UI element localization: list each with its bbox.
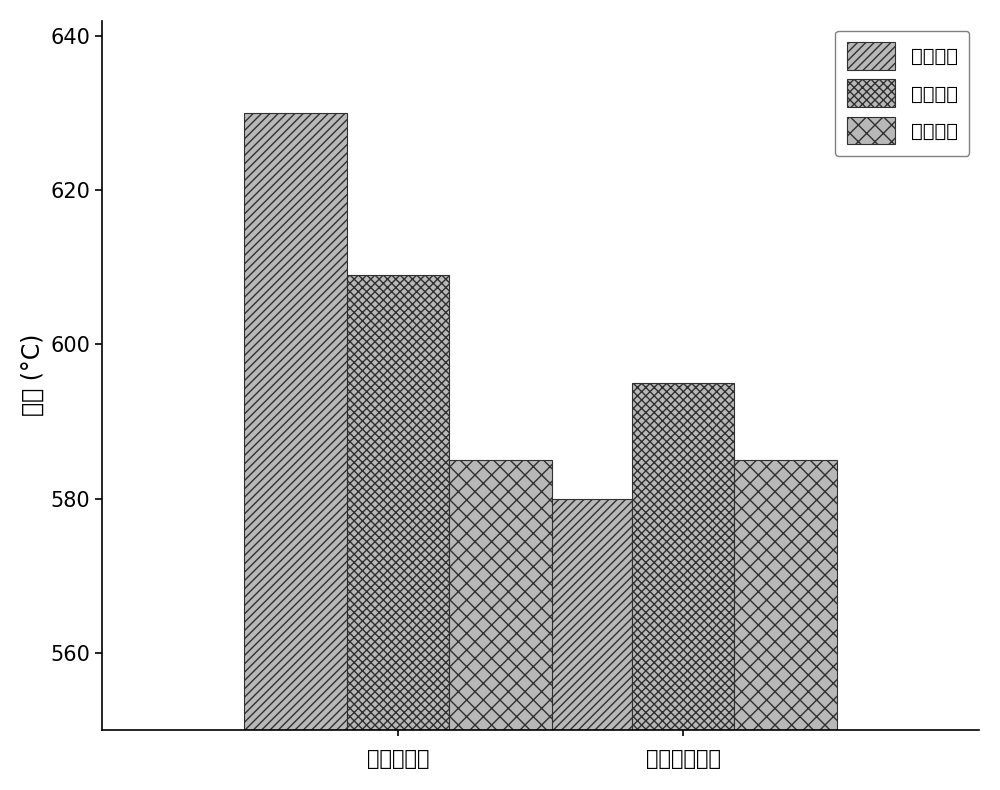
Bar [529, 498, 632, 730]
Bar [347, 275, 449, 730]
Bar [244, 113, 347, 730]
Y-axis label: 温度 (°C): 温度 (°C) [21, 334, 45, 416]
Legend: 床层上部, 床层中部, 床层底部: 床层上部, 床层中部, 床层底部 [835, 31, 969, 156]
Bar [449, 460, 552, 730]
Bar [632, 383, 734, 730]
Bar [734, 460, 837, 730]
